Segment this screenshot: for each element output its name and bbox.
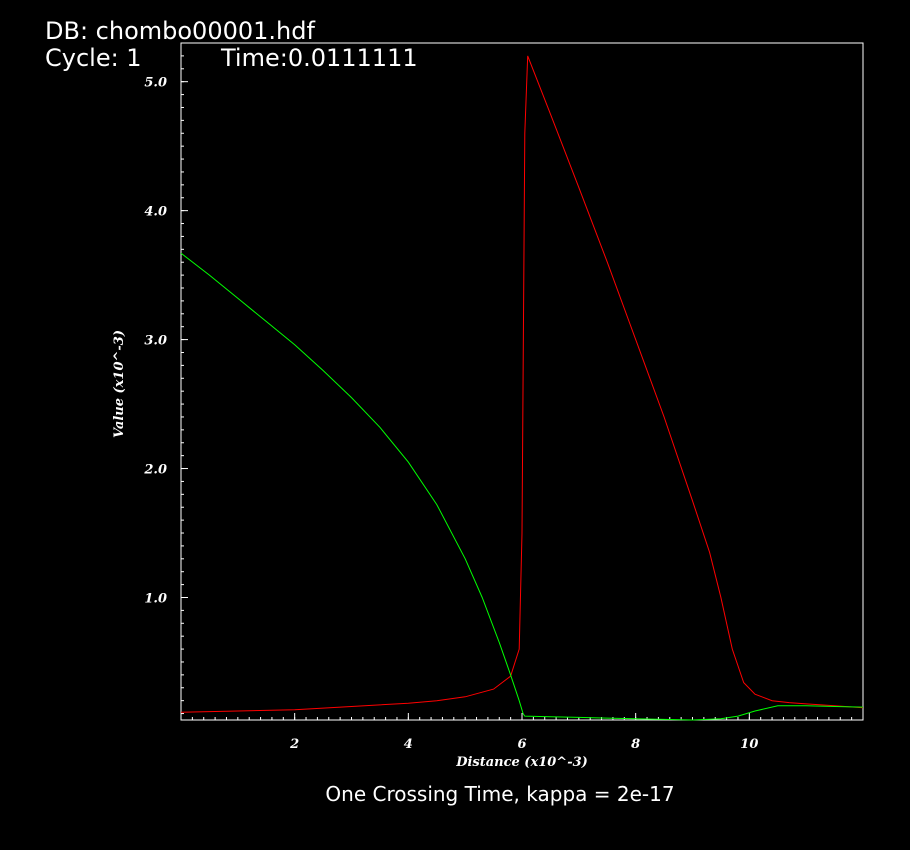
minor-ticks — [180, 42, 864, 720]
x-axis-title: Distance (x10^-3) — [455, 755, 588, 770]
x-tick-label: 2 — [289, 737, 299, 752]
series-line-2 — [180, 252, 864, 721]
chart-caption: One Crossing Time, kappa = 2e-17 — [325, 782, 675, 806]
y-tick-label: 3.0 — [144, 334, 167, 349]
series-layer — [180, 55, 864, 721]
cycle-label: Cycle: 1 — [45, 44, 142, 72]
x-axis-ticks: 2 4 6 8 10 — [289, 713, 758, 752]
x-tick-label: 10 — [740, 737, 758, 752]
x-tick-label: 8 — [631, 737, 640, 752]
y-axis-ticks: 1.0 2.0 3.0 4.0 5.0 — [143, 76, 188, 606]
x-tick-label: 4 — [404, 737, 413, 752]
y-tick-label: 4.0 — [144, 205, 167, 220]
y-tick-label: 5.0 — [144, 76, 167, 91]
time-label: Time:0.0111111 — [221, 44, 418, 72]
y-axis-title: Value (x10^-3) — [112, 330, 127, 438]
y-tick-label: 2.0 — [143, 463, 167, 478]
x-tick-label: 6 — [517, 737, 526, 752]
series-line-1 — [180, 55, 864, 713]
plot-frame — [180, 42, 864, 721]
y-tick-label: 1.0 — [144, 591, 167, 606]
database-label: DB: chombo00001.hdf — [45, 17, 315, 45]
cycle-time-line: Cycle: 1 Time:0.0111111 — [45, 44, 418, 72]
